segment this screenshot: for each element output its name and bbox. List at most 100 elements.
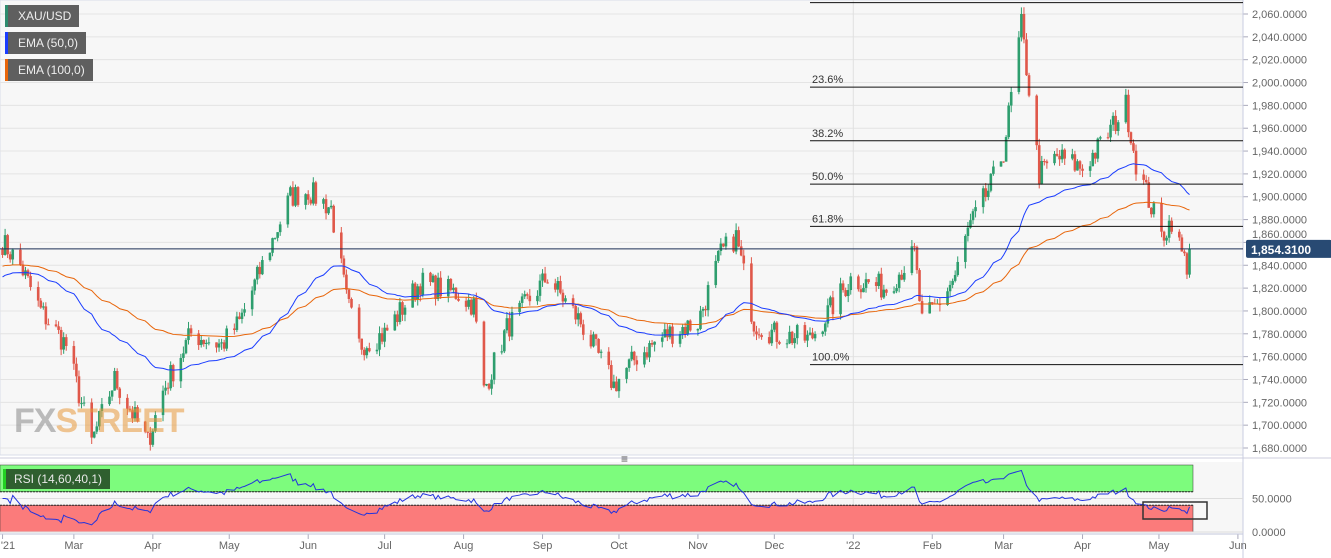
candle-body: [29, 275, 32, 288]
candle: [806, 330, 809, 348]
candle-body: [205, 342, 208, 344]
candle-body: [340, 232, 343, 259]
candle-body: [1132, 143, 1135, 151]
candle: [357, 304, 361, 343]
candle: [897, 272, 901, 293]
candle: [431, 273, 435, 283]
candle: [594, 333, 598, 346]
candle: [951, 278, 954, 289]
candle: [1185, 252, 1189, 280]
candle-body: [360, 338, 363, 350]
candle-body: [332, 205, 335, 233]
candle-body: [446, 278, 450, 297]
candle-body: [378, 333, 381, 350]
candle: [1071, 148, 1074, 161]
y-tick-label: 1,720.0000: [1252, 397, 1307, 409]
candle: [505, 312, 509, 334]
panel-resize-handle[interactable]: ≡: [621, 452, 629, 466]
candle-body: [742, 255, 746, 264]
legend-xauusd[interactable]: XAU/USD: [5, 5, 80, 27]
candle: [3, 228, 7, 256]
candle: [90, 398, 93, 444]
candle-body: [1165, 237, 1168, 241]
candle-body: [971, 211, 975, 221]
candle: [327, 207, 330, 215]
candle: [362, 347, 366, 361]
candle-body: [668, 326, 672, 338]
y-tick-label: 1,940.0000: [1252, 146, 1307, 158]
candle: [59, 326, 63, 356]
candle-body: [612, 381, 616, 388]
candle: [1035, 94, 1038, 150]
candle: [1134, 144, 1138, 181]
candle: [289, 185, 292, 197]
candle-body: [464, 300, 468, 307]
candle-body: [757, 334, 761, 336]
candle-body: [401, 302, 404, 315]
candle-body: [1053, 153, 1056, 164]
candle: [589, 330, 593, 349]
candle: [482, 320, 486, 388]
candle: [808, 327, 812, 336]
candle: [902, 266, 906, 282]
candle-body: [472, 298, 476, 315]
candle-body: [255, 266, 259, 280]
candle-body: [273, 237, 277, 239]
legend-ema100[interactable]: EMA (100,0): [5, 59, 93, 81]
candle: [467, 294, 470, 310]
candle-body: [362, 349, 366, 356]
candle-body: [920, 301, 924, 314]
candle-body: [278, 224, 282, 233]
candle-body: [686, 320, 690, 335]
candle: [974, 200, 977, 218]
candle-body: [734, 230, 738, 252]
candle-body: [617, 378, 621, 392]
candle: [599, 349, 603, 359]
candle: [668, 324, 672, 340]
candle: [813, 331, 817, 342]
candle: [543, 266, 547, 283]
fxstreet-watermark: FXSTREET: [14, 402, 185, 440]
candle-body: [345, 274, 348, 290]
candle-body: [276, 232, 279, 238]
candle-body: [874, 282, 878, 286]
candle: [877, 271, 881, 290]
candle-body: [457, 298, 460, 301]
candle-body: [1091, 152, 1095, 167]
candle: [225, 325, 228, 352]
candle: [844, 287, 847, 298]
candle-body: [645, 352, 649, 358]
candle-body: [989, 173, 993, 191]
candle: [1132, 139, 1135, 153]
candle: [553, 278, 557, 293]
candle-body: [95, 426, 99, 432]
legend-ema50[interactable]: EMA (50,0): [5, 32, 87, 54]
candle-body: [169, 365, 172, 389]
candle: [378, 326, 381, 357]
candle: [6, 233, 9, 259]
y-tick-label: 1,780.0000: [1252, 329, 1307, 341]
candle: [8, 251, 12, 263]
candle: [171, 363, 175, 387]
candle: [1142, 169, 1145, 185]
candle-body: [11, 249, 15, 260]
candle: [452, 283, 455, 294]
candle: [294, 184, 297, 208]
candle-body: [653, 341, 656, 345]
candle: [686, 319, 690, 336]
candle-body: [233, 328, 236, 330]
candle-body: [1124, 94, 1128, 123]
candle-body: [133, 407, 137, 419]
candle-body: [467, 299, 470, 307]
candle: [268, 252, 272, 262]
legend-rsi[interactable]: RSI (14,60,40,1): [3, 469, 111, 489]
x-tick-label: Nov: [688, 540, 708, 552]
candle: [592, 331, 595, 348]
last-price-label: 1,854.3100: [1251, 243, 1311, 257]
candle: [699, 305, 702, 331]
candle: [146, 431, 150, 438]
candle-body: [268, 252, 272, 261]
candle-body: [981, 188, 985, 208]
candle: [215, 342, 218, 353]
